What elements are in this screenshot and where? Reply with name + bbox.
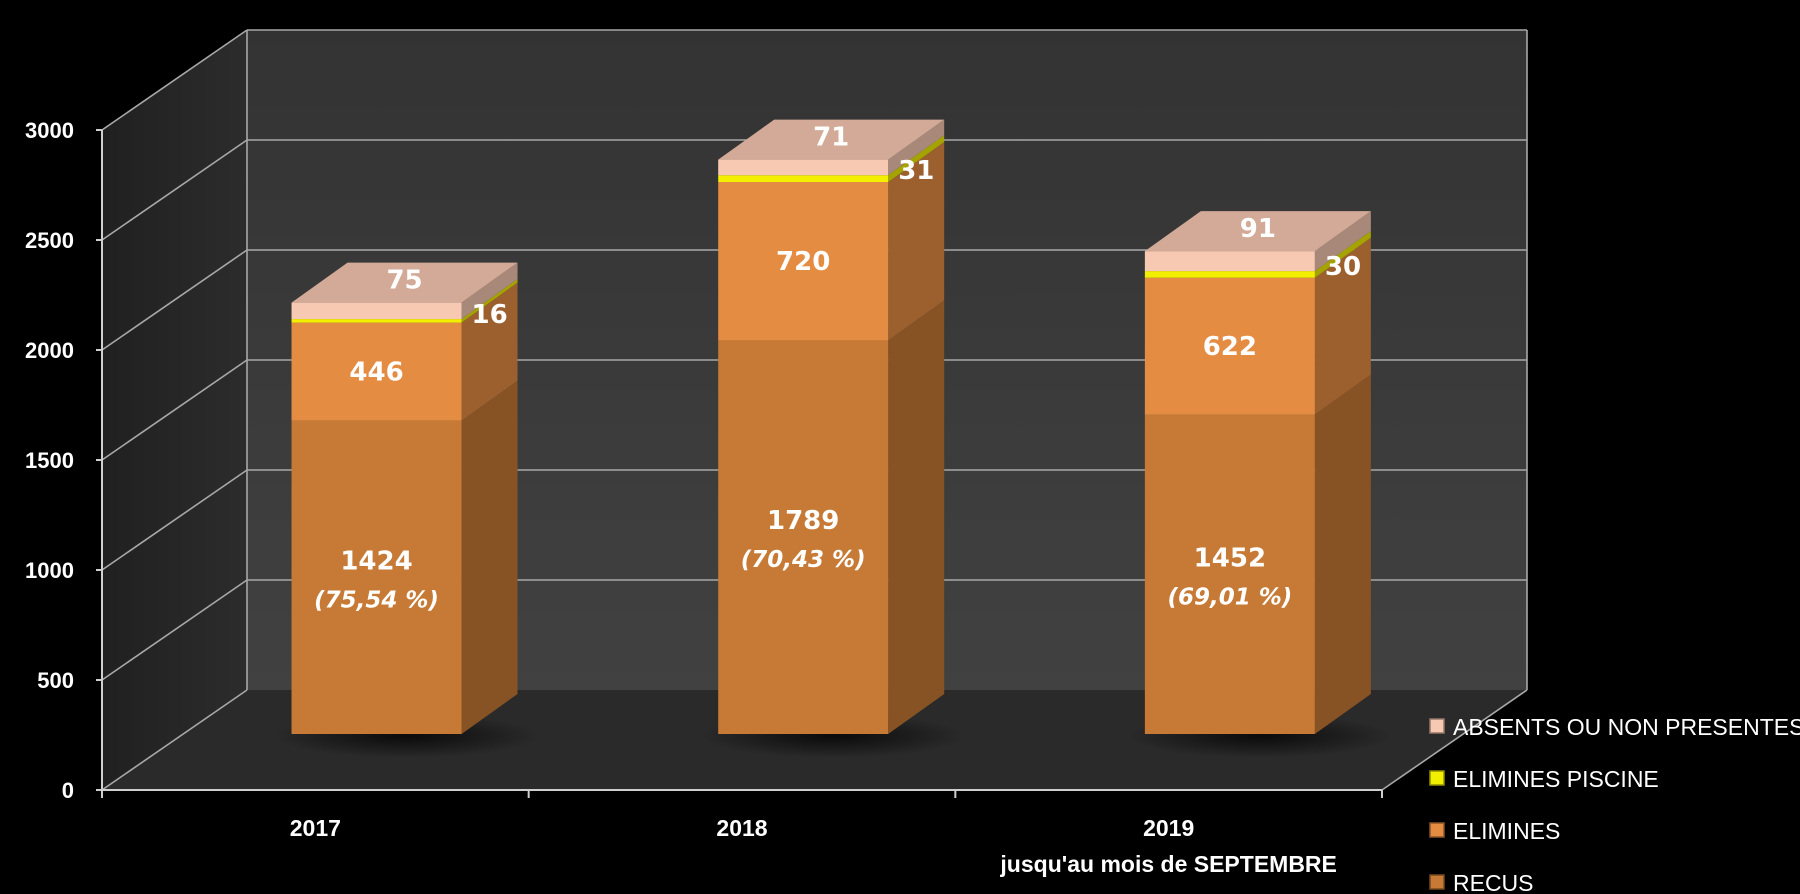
bar-recus-2019-side	[1314, 374, 1371, 734]
gridline-side	[101, 139, 248, 241]
data-label-elimines-2018: 720	[776, 247, 830, 277]
data-label-percentage-2017: (75,54 %)	[314, 587, 439, 613]
x-tick-sublabel: jusqu'au mois de SEPTEMBRE	[999, 851, 1336, 877]
gridline-side	[101, 689, 248, 791]
bar-elimines-2019	[1144, 277, 1315, 415]
bar-recus-2018	[718, 340, 889, 734]
data-label-elimines-piscine-2017: 16	[472, 300, 508, 330]
bar-elimines-2018-side	[888, 142, 945, 341]
bar-elimines-piscine-2018	[718, 175, 889, 183]
gridline-side	[101, 29, 248, 131]
data-label-absents-ou-non-presentes-2019: 91	[1240, 214, 1276, 244]
bar-top-2017	[291, 262, 518, 303]
bar-absents-ou-non-presentes-2017	[291, 302, 462, 320]
data-label-elimines-2017: 446	[349, 358, 403, 388]
bar-elimines-2018	[718, 182, 889, 341]
bar-recus-2017	[291, 420, 462, 734]
legend-absents-ou-non-presentes-swatch	[1429, 718, 1445, 734]
bar-recus-2018-side	[888, 300, 945, 734]
x-tick-label: 2017	[290, 815, 341, 841]
data-label-elimines-2019: 622	[1203, 332, 1257, 362]
data-label-absents-ou-non-presentes-2018: 71	[813, 123, 849, 153]
legend-absents-ou-non-presentes-label: ABSENTS OU NON PRESENTES	[1453, 714, 1800, 740]
data-label-percentage-2018: (70,43 %)	[741, 547, 866, 573]
bar-elimines-piscine-2017-side	[461, 279, 518, 323]
x-tick-label: 2019	[1143, 815, 1194, 841]
bar-elimines-2017-side	[461, 282, 518, 421]
bar-absents-ou-non-presentes-2019-side	[1314, 211, 1371, 272]
bar-absents-ou-non-presentes-2018	[718, 159, 889, 176]
data-label-recus-2018: 1789	[767, 506, 839, 536]
y-tick-label: 3000	[25, 118, 74, 143]
data-label-recus-2019: 1452	[1194, 543, 1266, 573]
legend-recus-swatch	[1429, 874, 1445, 890]
gridline-side	[101, 579, 248, 681]
bar-elimines-piscine-2017	[291, 319, 462, 323]
gridline-side	[101, 249, 248, 351]
bars	[273, 119, 1393, 758]
legend: ABSENTS OU NON PRESENTES ELIMINES PISCINE…	[1429, 714, 1800, 894]
bar-absents-ou-non-presentes-2019	[1144, 251, 1315, 272]
y-tick-label: 0	[62, 778, 74, 803]
y-tick-label: 2000	[25, 338, 74, 363]
bar-absents-ou-non-presentes-2018-side	[888, 119, 945, 176]
legend-elimines-piscine-label: ELIMINES PISCINE	[1453, 766, 1659, 792]
legend-elimines-swatch	[1429, 822, 1445, 838]
floor-right-edge	[1381, 689, 1528, 791]
x-tick-label: 2018	[716, 815, 767, 841]
bar-elimines-2019-side	[1314, 237, 1371, 415]
data-label-recus-2017: 1424	[340, 546, 412, 576]
bar-elimines-2017	[291, 322, 462, 421]
bar-elimines-piscine-2018-side	[888, 135, 945, 183]
bar-elimines-piscine-2019-side	[1314, 231, 1371, 278]
data-label-elimines-piscine-2018: 31	[898, 156, 934, 186]
data-labels: 1424 (75,54 %) 446 16 75 1789 (70,43 %) 720 31 71…	[314, 123, 1361, 614]
legend-recus-label: RECUS	[1453, 870, 1534, 894]
y-tick-label: 1500	[25, 448, 74, 473]
y-tick-label: 500	[37, 668, 74, 693]
bar-absents-ou-non-presentes-2017-side	[461, 262, 518, 320]
axes: 0 500 1000 1500 2000 2500 3000 2017 2018 2019 jusq…	[25, 118, 1383, 877]
gridline-side	[101, 469, 248, 571]
data-label-absents-ou-non-presentes-2017: 75	[386, 266, 422, 296]
bar-recus-2019	[1144, 414, 1315, 734]
legend-elimines-piscine-swatch	[1429, 770, 1445, 786]
bar-elimines-piscine-2019	[1144, 271, 1315, 278]
bar-top-2019	[1144, 211, 1371, 252]
data-label-elimines-piscine-2019: 30	[1325, 252, 1361, 282]
legend-elimines-label: ELIMINES	[1453, 818, 1560, 844]
bar-recus-2017-side	[461, 380, 518, 734]
data-label-percentage-2019: (69,01 %)	[1167, 584, 1292, 610]
gridline-side	[101, 359, 248, 461]
y-tick-label: 2500	[25, 228, 74, 253]
y-tick-label: 1000	[25, 558, 74, 583]
bar-top-2018	[718, 119, 945, 160]
